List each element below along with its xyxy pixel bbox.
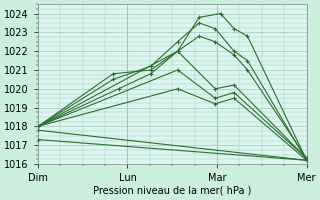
X-axis label: Pression niveau de la mer( hPa ): Pression niveau de la mer( hPa ) [93, 186, 252, 196]
